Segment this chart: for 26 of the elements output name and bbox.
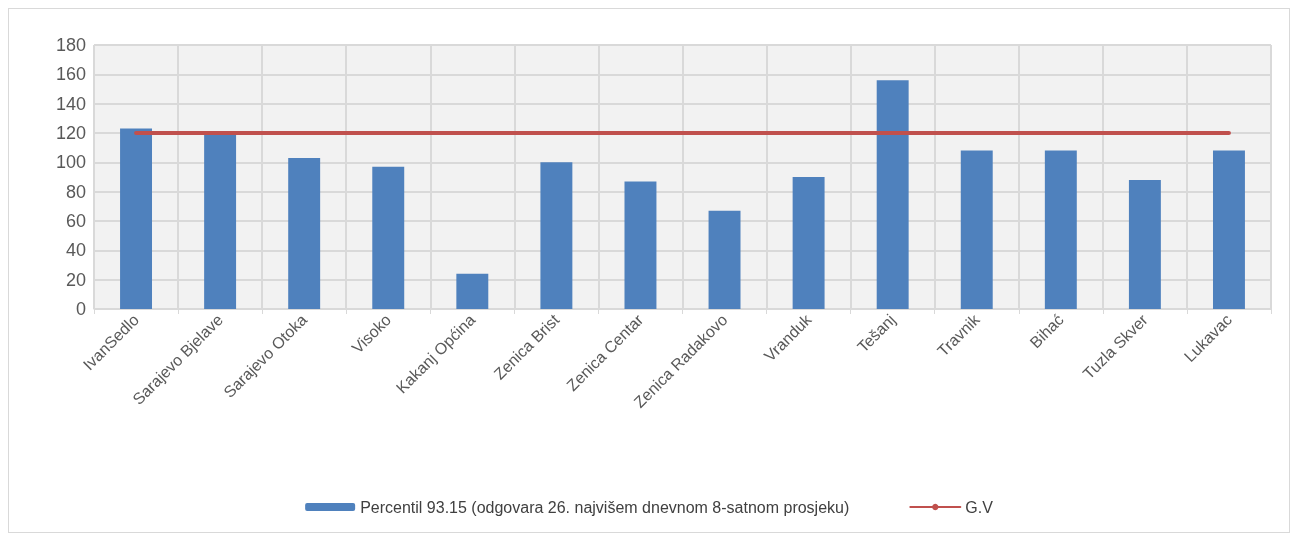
y-tick-label: 40 — [65, 240, 86, 261]
y-tick-label: 80 — [65, 181, 86, 202]
legend-label: G.V — [965, 498, 994, 516]
bar — [372, 166, 405, 309]
bar — [540, 162, 573, 309]
bar — [288, 157, 321, 309]
bar — [204, 134, 237, 309]
legend-label: Percentil 93.15 (odgovara 26. najvišem dnevnom 8-satnom prosjeku) — [360, 498, 850, 516]
y-tick-label: 0 — [75, 299, 86, 319]
y-tick-label: 160 — [55, 64, 86, 85]
y-tick-label: 60 — [65, 211, 86, 231]
bar — [792, 177, 825, 309]
y-tick-label: 100 — [55, 152, 86, 173]
bar — [1128, 179, 1161, 309]
bar — [708, 210, 741, 309]
y-tick-label: 120 — [55, 123, 86, 143]
bar — [456, 273, 489, 309]
y-tick-label: 20 — [65, 269, 86, 290]
bar — [960, 150, 993, 309]
bar — [1044, 150, 1077, 309]
bar — [1212, 150, 1245, 309]
y-tick-label: 180 — [55, 35, 86, 55]
bar — [876, 80, 909, 309]
bar — [120, 128, 153, 309]
bar — [624, 181, 657, 309]
y-tick-label: 140 — [55, 93, 86, 114]
